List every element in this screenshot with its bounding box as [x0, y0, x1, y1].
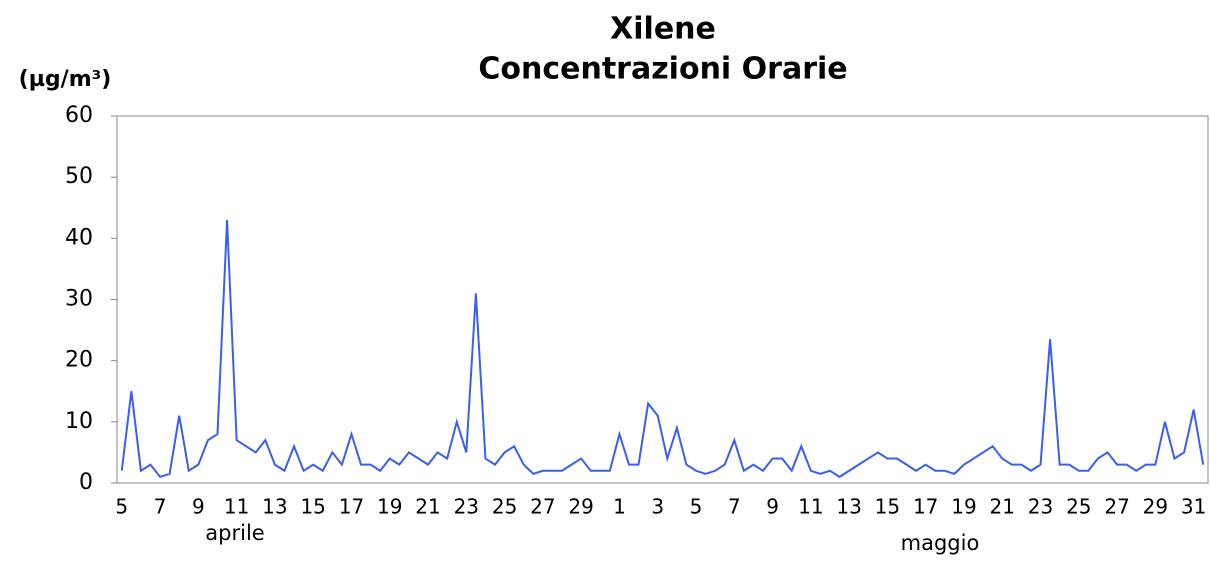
x-tick-label: 31 — [1181, 495, 1206, 519]
x-tick-label: 27 — [1104, 495, 1129, 519]
plot-frame — [116, 115, 1209, 484]
x-tick-label: 17 — [913, 495, 938, 519]
x-tick-label: 13 — [262, 495, 287, 519]
y-tick-label: 10 — [65, 409, 93, 434]
y-tick-label: 20 — [65, 348, 93, 373]
x-tick-label: 7 — [728, 495, 741, 519]
x-tick-label: 19 — [377, 495, 402, 519]
y-tick-label: 0 — [79, 470, 93, 495]
x-tick-label: 5 — [115, 495, 128, 519]
x-tick-label: 15 — [300, 495, 325, 519]
x-tick-label: 25 — [1066, 495, 1091, 519]
chart-title: Concentrazioni Orarie — [478, 52, 847, 87]
y-tick-label: 40 — [65, 225, 93, 250]
x-tick-label: 15 — [875, 495, 900, 519]
x-group-label: aprile — [205, 521, 264, 545]
x-tick-label: 1 — [613, 495, 626, 519]
x-tick-label: 21 — [415, 495, 440, 519]
x-tick-label: 7 — [154, 495, 167, 519]
y-axis-label: (µg/m³) — [19, 67, 112, 92]
x-tick-label: 9 — [766, 495, 779, 519]
x-group-label: maggio — [901, 531, 980, 555]
x-tick-label: 27 — [530, 495, 555, 519]
x-tick-label: 21 — [990, 495, 1015, 519]
x-tick-label: 29 — [568, 495, 593, 519]
y-tick-label: 60 — [65, 103, 93, 128]
data-line — [120, 219, 1205, 479]
x-tick-label: 13 — [836, 495, 861, 519]
x-tick-label: 29 — [1143, 495, 1168, 519]
x-tick-label: 11 — [798, 495, 823, 519]
x-tick-label: 5 — [690, 495, 703, 519]
y-tick-label: 30 — [65, 287, 93, 312]
x-tick-label: 9 — [192, 495, 205, 519]
chart-title: Xilene — [610, 12, 716, 47]
x-tick-label: 23 — [1028, 495, 1053, 519]
x-tick-label: 3 — [651, 495, 664, 519]
x-tick-label: 19 — [951, 495, 976, 519]
y-tick-label: 50 — [65, 164, 93, 189]
x-tick-label: 25 — [492, 495, 517, 519]
x-tick-label: 11 — [224, 495, 249, 519]
x-tick-label: 17 — [339, 495, 364, 519]
x-tick-label: 23 — [454, 495, 479, 519]
